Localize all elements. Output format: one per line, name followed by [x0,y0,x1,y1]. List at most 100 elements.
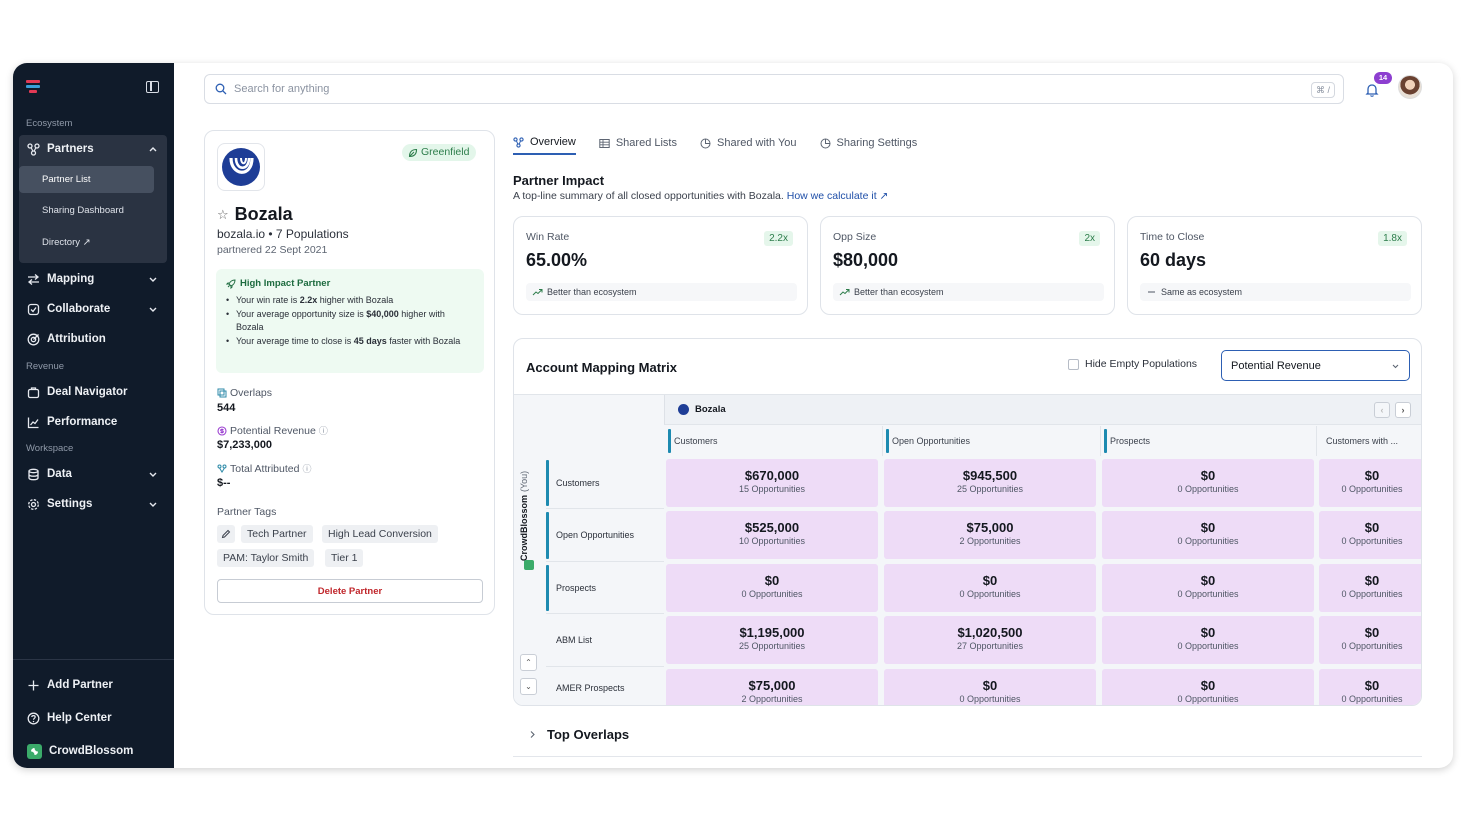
help-icon [27,712,40,725]
avatar[interactable] [1398,75,1422,99]
tag-chip[interactable]: PAM: Taylor Smith [217,549,315,567]
scroll-up-button[interactable]: ⌃ [520,654,537,671]
metric-select[interactable]: Potential Revenue [1221,350,1410,381]
matrix-cell[interactable]: $525,000 10 Opportunities [666,511,878,559]
tag-chip[interactable]: Tier 1 [325,549,364,567]
sidebar-item-mapping[interactable]: Mapping [19,265,167,293]
plus-icon [27,679,40,692]
column-header[interactable]: Prospects [1101,426,1317,456]
scroll-left-button[interactable]: ‹ [1374,402,1390,418]
search-bar[interactable]: ⌘ / [204,74,1344,104]
sidebar-item-partners[interactable]: Partners [19,135,167,163]
hide-empty-checkbox[interactable] [1068,358,1079,370]
status-text: Greenfield [421,146,470,158]
section-label-workspace: Workspace [26,443,74,454]
row-header[interactable]: ABM List [546,614,664,667]
matrix-cell[interactable]: $1,195,000 25 Opportunities [666,616,878,664]
cell-opportunities: 0 Opportunities [1341,694,1403,704]
matrix-cell[interactable]: $1,020,500 27 Opportunities [884,616,1096,664]
sidebar-sub-directory[interactable]: Directory ↗ [42,237,91,248]
delete-partner-button[interactable]: Delete Partner [217,579,483,603]
app-logo-icon[interactable] [26,80,40,94]
matrix-cell[interactable]: $0 0 Opportunities [666,564,878,612]
column-header[interactable]: Open Opportunities [883,426,1101,456]
chevron-up-icon[interactable] [147,143,159,155]
column-header[interactable]: Customers [665,426,883,456]
pencil-icon[interactable] [217,525,235,543]
cell-opportunities: 0 Opportunities [1177,694,1239,704]
sidebar-item-deal-navigator[interactable]: Deal Navigator [19,378,167,406]
matrix-cell[interactable]: $0 0 Opportunities [1102,459,1314,507]
chevron-down-icon[interactable] [147,303,159,315]
hide-empty-toggle[interactable]: Hide Empty Populations [1068,358,1197,370]
matrix-cell[interactable]: $0 0 Opportunities [1319,564,1421,612]
top-overlaps-section[interactable]: Top Overlaps [528,727,629,742]
total-attributed-value: $-- [217,477,231,489]
partner-name-text: Bozala [234,204,293,224]
matrix-cell[interactable]: $0 0 Opportunities [1102,669,1314,705]
search-input[interactable] [234,83,1234,95]
matrix-cell[interactable]: $0 0 Opportunities [1319,669,1421,705]
sidebar-item-performance[interactable]: Performance [19,408,167,436]
sidebar-item-settings[interactable]: Settings [19,490,167,518]
partner-name: ☆ Bozala [217,204,293,225]
bell-icon[interactable] [1365,82,1379,98]
overlaps-value: 544 [217,402,236,414]
tag-chip[interactable]: Tech Partner [241,525,313,543]
info-icon[interactable]: ⓘ [318,426,328,436]
chevron-down-icon[interactable] [147,273,159,285]
matrix-cell[interactable]: $0 0 Opportunities [884,669,1096,705]
scroll-down-button[interactable]: ⌄ [520,678,537,695]
row-header[interactable]: AMER Prospects [556,682,625,693]
sidebar-sub-sharing-dashboard[interactable]: Sharing Dashboard [42,205,124,216]
sidebar-item-attribution[interactable]: Attribution [19,325,167,353]
row-header[interactable]: Open Opportunities [546,509,664,562]
matrix-cell[interactable]: $945,500 25 Opportunities [884,459,1096,507]
cell-amount: $0 [1200,520,1216,535]
tab-shared-lists[interactable]: Shared Lists [599,131,677,155]
cell-opportunities: 0 Opportunities [1177,536,1239,546]
matrix-cell[interactable]: $0 0 Opportunities [1102,564,1314,612]
matrix-cell[interactable]: $0 0 Opportunities [1319,616,1421,664]
sidebar-divider [13,659,174,660]
row-header[interactable]: Customers [546,457,664,509]
tab-sharing-settings[interactable]: Sharing Settings [820,131,917,155]
chevron-down-icon[interactable] [147,498,159,510]
column-header[interactable]: Customers with ... [1326,436,1399,446]
star-icon[interactable]: ☆ [217,206,229,222]
status-badge: Greenfield [402,144,477,161]
matrix-cell[interactable]: $0 0 Opportunities [1102,511,1314,559]
cell-amount: $0 [1200,678,1216,693]
row-header[interactable]: Prospects [546,562,664,614]
sidebar-item-collaborate[interactable]: Collaborate [19,295,167,323]
matrix-cell[interactable]: $0 0 Opportunities [1319,511,1421,559]
matrix-cell[interactable]: $670,000 15 Opportunities [666,459,878,507]
sidebar-item-org[interactable]: CrowdBlossom [19,737,167,765]
dash-icon [1148,291,1155,293]
chevron-down-icon[interactable] [147,468,159,480]
sidebar-sub-partner-list[interactable]: Partner List [19,166,154,193]
tab-overview[interactable]: Overview [513,131,576,155]
pie-icon [820,138,831,148]
matrix-cell[interactable]: $0 0 Opportunities [884,564,1096,612]
section-divider [513,756,1422,757]
cell-amount: $670,000 [744,468,800,483]
sidebar-item-data[interactable]: Data [19,460,167,488]
matrix-cell[interactable]: $75,000 2 Opportunities [884,511,1096,559]
tab-shared-with-you[interactable]: Shared with You [700,131,797,155]
scroll-right-button[interactable]: › [1395,402,1411,418]
sidebar-item-help-center[interactable]: Help Center [19,704,167,732]
how-we-calculate-link[interactable]: How we calculate it ↗ [786,190,889,202]
info-icon[interactable]: ⓘ [302,464,312,474]
sidebar-toggle-icon[interactable] [146,81,159,93]
column-nav: ‹ › [1374,402,1411,418]
attribution-icon [27,333,40,346]
matrix-cell[interactable]: $0 0 Opportunities [1102,616,1314,664]
matrix-cell[interactable]: $0 0 Opportunities [1319,459,1421,507]
gear-icon [27,498,40,511]
account-mapping-matrix: Account Mapping Matrix Hide Empty Popula… [513,338,1422,706]
sidebar-item-add-partner[interactable]: Add Partner [19,671,167,699]
cell-opportunities: 0 Opportunities [1341,589,1403,599]
matrix-cell[interactable]: $75,000 2 Opportunities [666,669,878,705]
tag-chip[interactable]: High Lead Conversion [322,525,438,543]
